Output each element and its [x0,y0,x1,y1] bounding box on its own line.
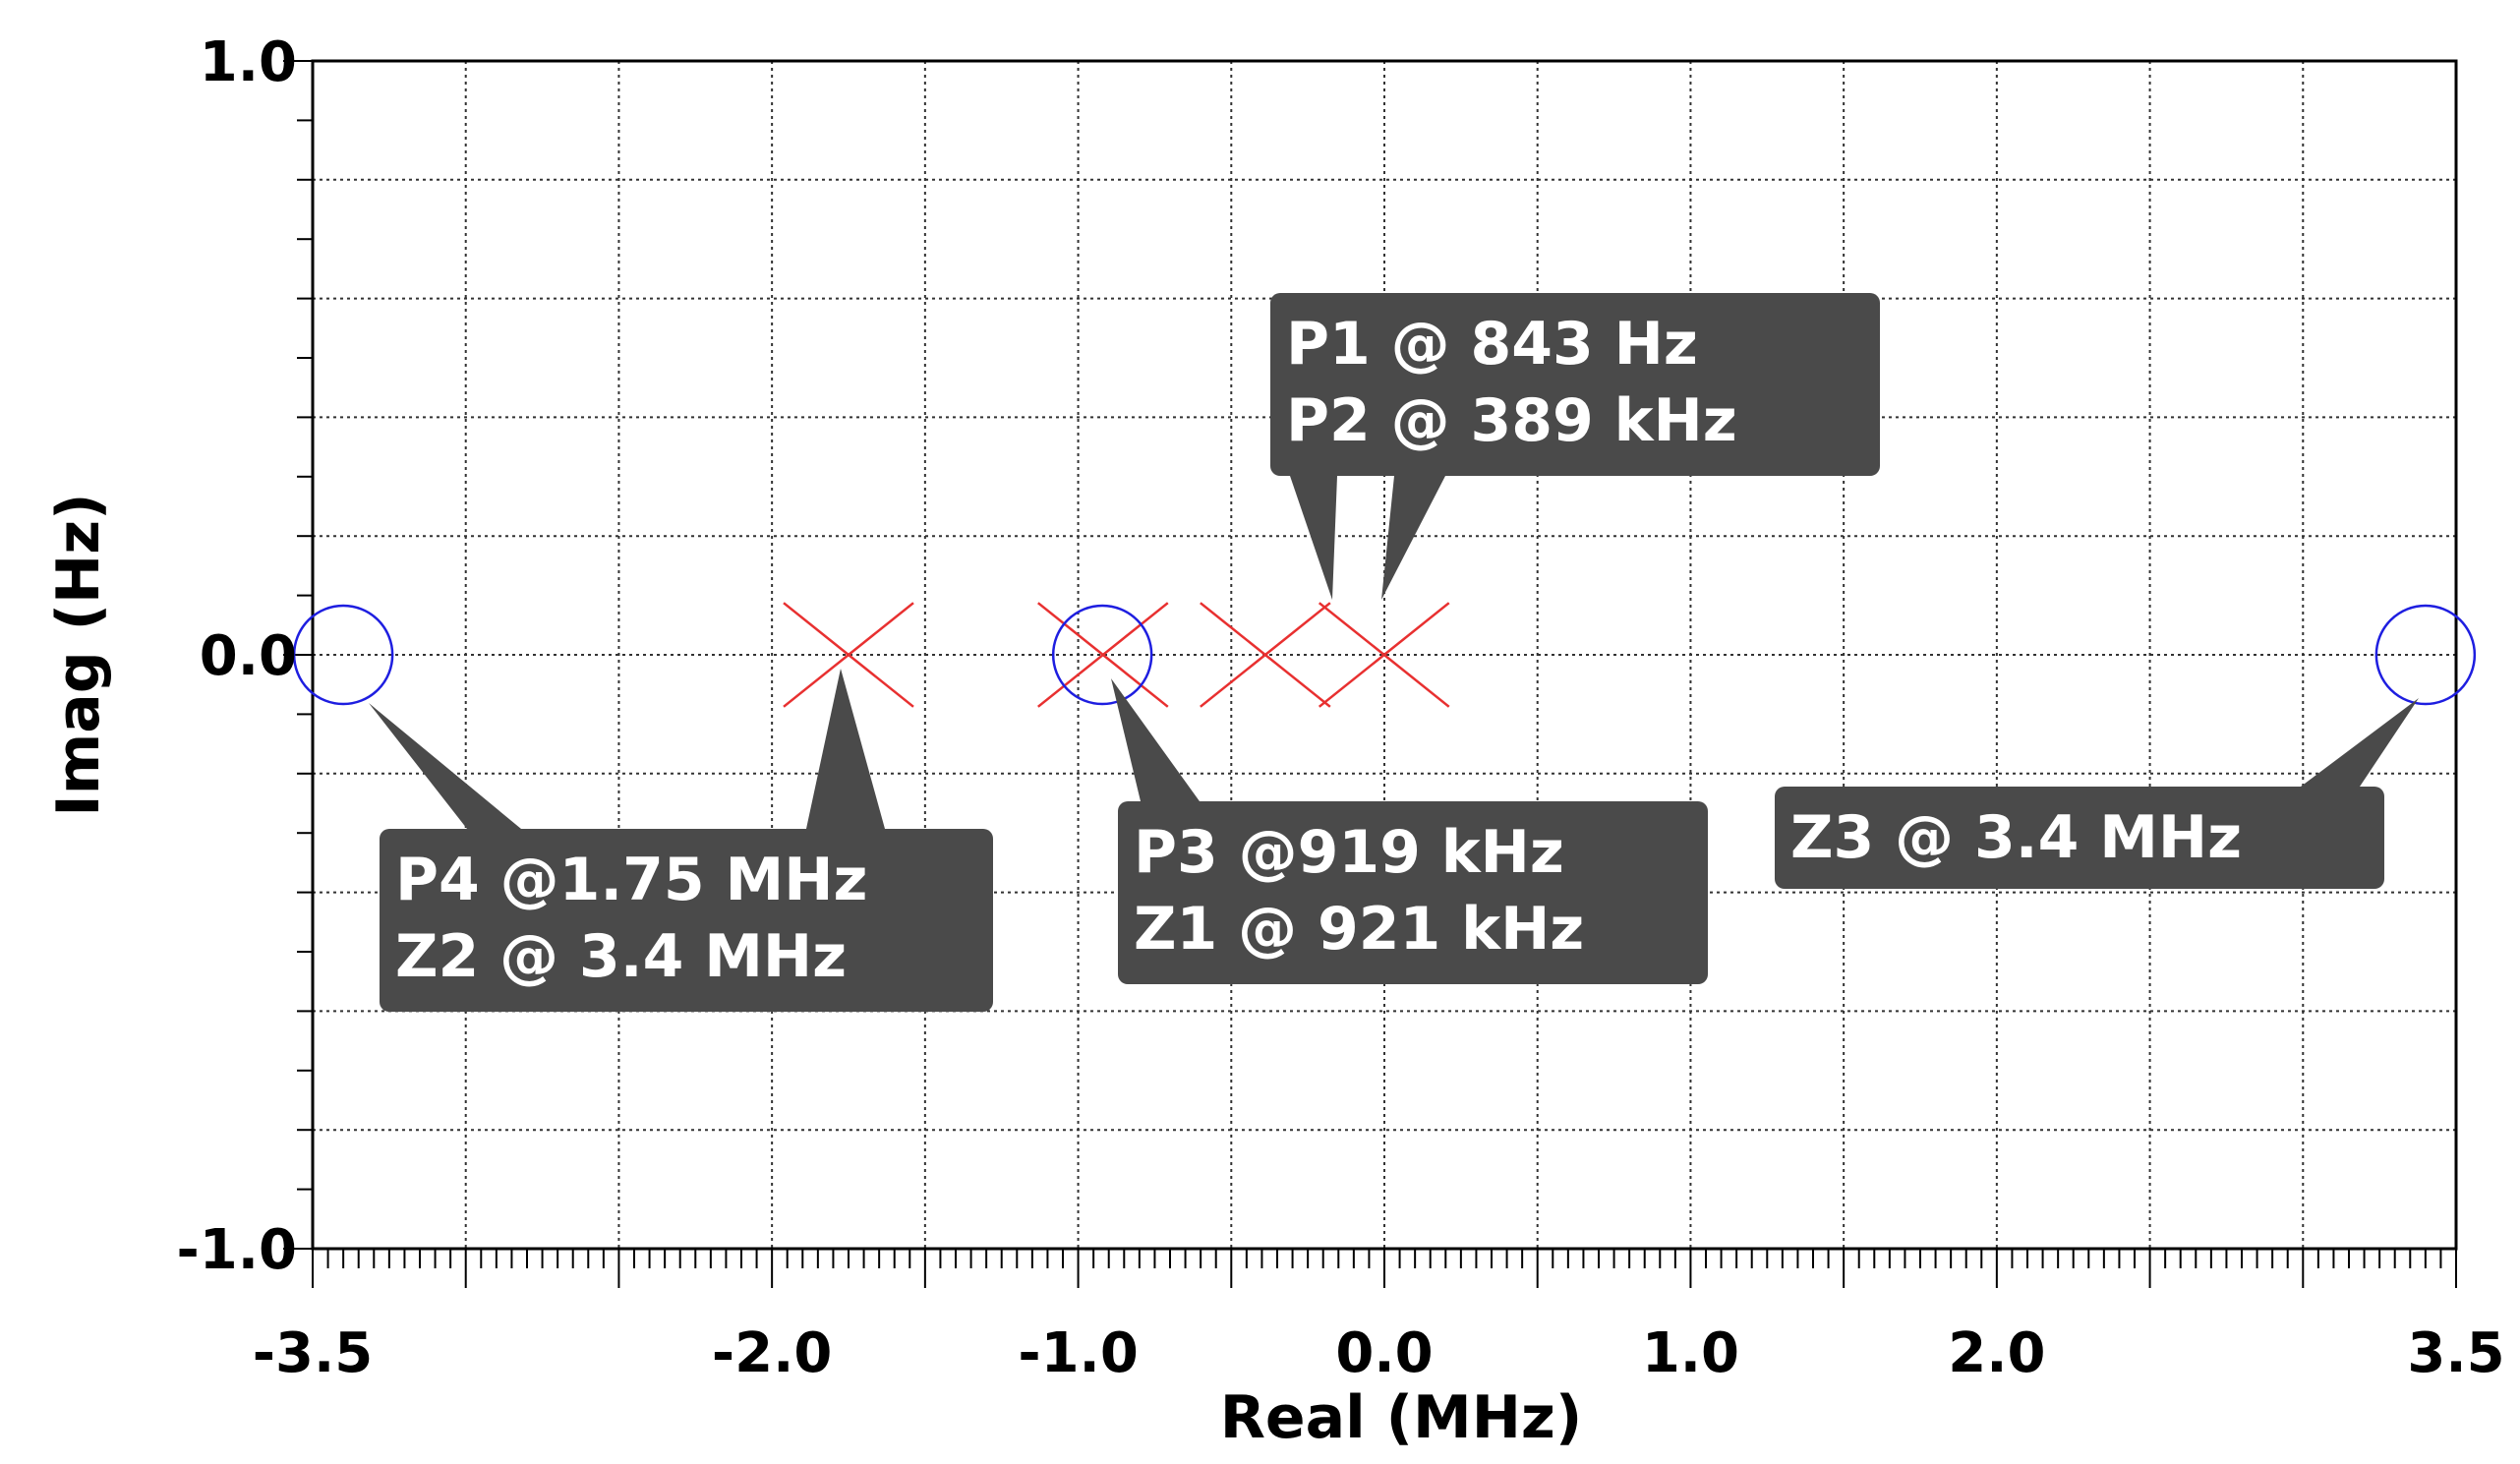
callout-pointer [1290,476,1337,600]
callout-pointer [1381,476,1445,600]
callout-box [380,829,993,1012]
x-tick-label: 3.5 [2407,1321,2504,1385]
callout-pointer [2301,698,2419,787]
x-tick-label: 0.0 [1335,1321,1433,1385]
plot-frame [311,59,2458,1251]
x-tick-labels: -3.5 -2.0 -1.0 0.0 1.0 2.0 3.5 [253,1321,2505,1385]
x-tick-label: -3.5 [253,1321,373,1385]
annotation-callout: Z3 @ 3.4 MHz [1775,698,2419,889]
annotation-callout: P4 @1.75 MHz Z2 @ 3.4 MHz [369,669,993,1012]
annotation-callout: P1 @ 843 Hz P2 @ 389 kHz [1270,293,1880,600]
callout-text: Z1 @ 921 kHz [1134,895,1584,964]
x-tick-label: 2.0 [1948,1321,2045,1385]
minor-ticks [283,60,2457,1288]
pole-stroke [1318,602,1450,708]
annotations: P1 @ 843 Hz P2 @ 389 kHz P4 @1.75 MHz Z2 @ … [369,293,2419,1012]
pole-stroke [783,602,914,708]
y-axis-title: Imag (Hz) [44,493,113,816]
callout-pointer [806,669,885,829]
callout-box [1270,293,1880,476]
callout-text: Z3 @ 3.4 MHz [1790,803,2242,872]
annotation-callout: P3 @919 kHz Z1 @ 921 kHz [1111,678,1708,984]
x-tick-label: -2.0 [712,1321,832,1385]
callout-text: P1 @ 843 Hz [1286,310,1698,379]
callout-pointer [1111,678,1200,801]
y-tick-labels: -1.0 0.0 1.0 [177,30,297,1282]
x-tick-label: -1.0 [1018,1321,1138,1385]
callout-text: P3 @919 kHz [1134,818,1564,887]
callout-text: Z2 @ 3.4 MHz [395,922,847,991]
data-marks [292,602,2477,708]
pole-marker [1318,602,1450,708]
callout-pointer [369,703,521,829]
y-tick-label: 0.0 [200,624,297,688]
pole-marker [1200,602,1331,708]
pole-marker [1037,602,1169,708]
pole-stroke [1037,602,1169,708]
callout-text: P2 @ 389 kHz [1286,386,1737,455]
zero-marker [1051,604,1153,706]
x-tick-label: 1.0 [1642,1321,1739,1385]
y-tick-label: -1.0 [177,1218,297,1282]
pole-marker [783,602,914,708]
zero-marker [292,604,394,706]
y-tick-label: 1.0 [200,30,297,94]
pole-stroke [1200,602,1331,708]
x-axis-title: Real (MHz) [1220,1383,1583,1452]
callout-box [1775,787,2384,889]
callout-box [1118,801,1708,984]
callout-text: P4 @1.75 MHz [395,846,867,914]
zero-marker [2374,604,2477,706]
